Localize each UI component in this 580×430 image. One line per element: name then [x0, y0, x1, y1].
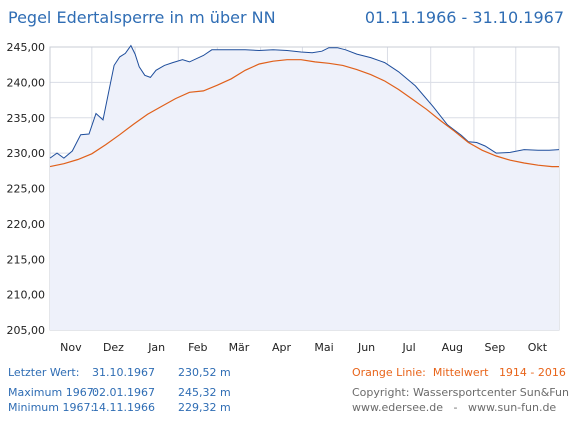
y-tick-label: 210,00 [7, 289, 46, 302]
y-tick-label: 205,00 [7, 324, 46, 337]
last-value-date: 31.10.1967 [92, 366, 155, 379]
period-range: 01.11.1966 - 31.10.1967 [364, 8, 564, 27]
y-tick-label: 245,00 [7, 41, 46, 54]
y-tick-label: 215,00 [7, 253, 46, 266]
x-tick-label: Jan [147, 341, 165, 354]
site-link-sun-fun[interactable]: www.sun-fun.de [468, 401, 557, 414]
last-value-value: 230,52 m [178, 366, 231, 379]
x-tick-label: Mai [314, 341, 333, 354]
y-tick-label: 230,00 [7, 147, 46, 160]
min-value-date: 14.11.1966 [92, 401, 155, 414]
x-tick-label: Jun [357, 341, 375, 354]
max-value-date: 02.01.1967 [92, 386, 155, 399]
y-tick-label: 220,00 [7, 218, 46, 231]
min-value-label: Minimum 1967: [8, 401, 95, 414]
min-value-row: Minimum 1967:14.11.1966 229,32 m [8, 401, 231, 414]
max-value-row: Maximum 1967:02.01.1967 245,32 m [8, 386, 231, 399]
mean-series-line [49, 59, 559, 168]
y-tick-label: 240,00 [7, 76, 46, 89]
site-link-edersee[interactable]: www.edersee.de [352, 401, 444, 414]
min-value-value: 229,32 m [178, 401, 231, 414]
y-tick-label: 225,00 [7, 183, 46, 196]
legend-label: Orange Linie: [352, 366, 426, 379]
y-axis-ticks: 205,00 210,00 215,00 220,00 225,00 230,00 235,… [7, 41, 46, 337]
x-tick-label: Feb [188, 341, 207, 354]
level-series-line [49, 44, 560, 159]
x-tick-label: Okt [528, 341, 548, 354]
page-title: Pegel Edertalsperre in m über NN [8, 8, 276, 27]
x-tick-label: Sep [484, 341, 505, 354]
x-tick-label: Aug [442, 341, 463, 354]
legend-series-name: Mittelwert [432, 366, 489, 379]
x-tick-label: Nov [60, 341, 82, 354]
x-tick-label: Dez [103, 341, 124, 354]
legend-row: Orange Linie: Mittelwert 1914 - 2016 [352, 366, 566, 379]
x-tick-label: Mär [229, 341, 250, 354]
level-area-fill [50, 45, 559, 330]
y-tick-label: 235,00 [7, 112, 46, 125]
sites-row: www.edersee.de - www.sun-fun.de [352, 401, 556, 414]
x-axis-ticks: Nov Dez Jan Feb Mär Apr Mai Jun Jul Aug Sep Okt [60, 341, 548, 354]
max-value-label: Maximum 1967: [8, 386, 98, 399]
x-tick-label: Apr [272, 341, 292, 354]
site-separator: - [453, 401, 458, 414]
copyright-text: Copyright: Wassersportcenter Sun&Fun [352, 386, 569, 399]
last-value-row: Letzter Wert: 31.10.1967 230,52 m [8, 366, 231, 379]
legend-range: 1914 - 2016 [498, 366, 566, 379]
max-value-value: 245,32 m [178, 386, 231, 399]
x-tick-label: Jul [401, 341, 415, 354]
last-value-label: Letzter Wert: [8, 366, 80, 379]
